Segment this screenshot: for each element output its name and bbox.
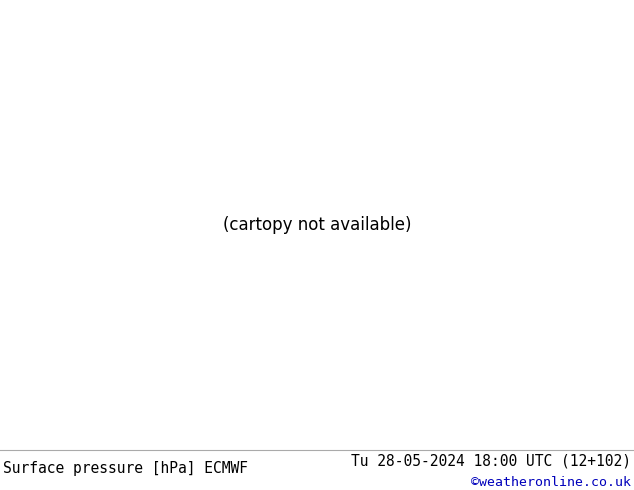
Text: (cartopy not available): (cartopy not available) — [223, 216, 411, 234]
Text: Tu 28-05-2024 18:00 UTC (12+102): Tu 28-05-2024 18:00 UTC (12+102) — [351, 454, 631, 469]
Text: ©weatheronline.co.uk: ©weatheronline.co.uk — [471, 476, 631, 490]
Text: Surface pressure [hPa] ECMWF: Surface pressure [hPa] ECMWF — [3, 461, 248, 475]
